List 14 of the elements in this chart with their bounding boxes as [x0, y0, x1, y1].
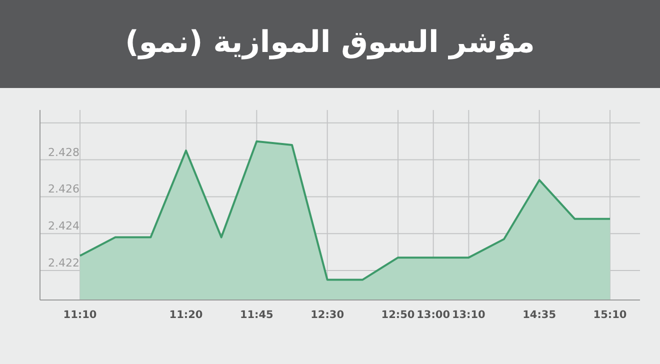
x-tick-label: 11:45	[240, 309, 274, 321]
y-tick-label: 2.428	[48, 146, 80, 159]
x-tick-label: 14:35	[522, 309, 556, 321]
y-tick-label: 2.426	[48, 182, 80, 196]
x-tick-label: 15:10	[593, 309, 627, 321]
y-tick-label: 2.422	[48, 256, 80, 270]
y-tick-label: 2.424	[48, 220, 80, 233]
x-tick-label: 11:20	[169, 309, 203, 321]
chart-title: مؤشر السوق الموازية (نمو)	[125, 25, 535, 60]
x-tick-label: 12:50	[381, 309, 415, 321]
x-tick-label: 11:10	[63, 309, 97, 321]
x-tick-label: 13:00	[416, 309, 450, 321]
x-tick-label: 12:30	[310, 309, 344, 321]
x-tick-label: 13:10	[452, 309, 486, 321]
